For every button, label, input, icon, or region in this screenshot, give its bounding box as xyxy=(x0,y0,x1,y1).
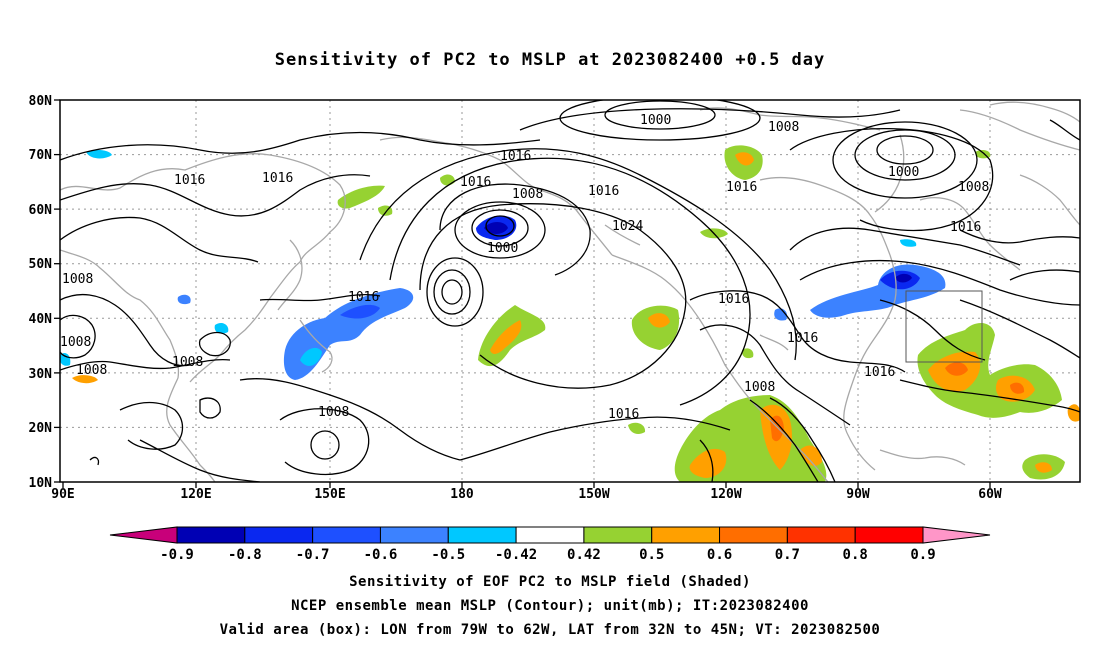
contour-label: 1016 xyxy=(460,175,491,190)
lon-tick-label: 90E xyxy=(51,487,74,502)
colorbar: -0.9 -0.8 -0.7 -0.6 -0.5 -0.42 0.42 0.5 0.6 0.7 0.… xyxy=(109,526,991,563)
lon-tick-label: 150E xyxy=(314,487,345,502)
colorbar-label: -0.7 xyxy=(296,547,330,563)
contour-label: 1016 xyxy=(950,220,981,235)
contour-label: 1000 xyxy=(888,165,919,180)
contour-label: 1008 xyxy=(744,380,775,395)
contour-label: 1008 xyxy=(512,187,543,202)
lat-tick-label: 60N xyxy=(29,203,53,218)
contour-label: 1008 xyxy=(318,405,349,420)
lat-tick-label: 70N xyxy=(29,148,53,163)
chart-title: Sensitivity of PC2 to MSLP at 2023082400… xyxy=(274,50,826,70)
valid-area-box xyxy=(905,290,983,363)
colorbar-end-left xyxy=(109,526,178,544)
contour-labels: 1000 1008 1016 1016 1016 1008 1016 1000 … xyxy=(60,113,989,422)
colorbar-end-right xyxy=(922,526,991,544)
colorbar-swatch xyxy=(379,526,449,544)
mslp-contours xyxy=(60,100,1080,482)
colorbar-swatch xyxy=(854,526,924,544)
colorbar-label: -0.6 xyxy=(364,547,398,563)
colorbar-swatch xyxy=(651,526,721,544)
lat-tick-label: 50N xyxy=(29,257,53,272)
contour-label: 1000 xyxy=(640,113,671,128)
colorbar-swatch xyxy=(244,526,314,544)
contour-label: 1008 xyxy=(958,180,989,195)
colorbar-label: 0.9 xyxy=(910,547,935,563)
lat-tick-label: 40N xyxy=(29,312,53,327)
colorbar-swatch xyxy=(447,526,517,544)
contour-label: 1016 xyxy=(864,365,895,380)
contour-label: 1008 xyxy=(76,363,107,378)
footer-line-1: Sensitivity of EOF PC2 to MSLP field (Sh… xyxy=(349,574,751,590)
contour-label: 1016 xyxy=(726,180,757,195)
colorbar-swatch xyxy=(515,526,585,544)
coastlines xyxy=(60,101,1080,482)
lon-tick-label: 60W xyxy=(978,487,1002,502)
lat-tick-label: 10N xyxy=(29,476,53,491)
footer-line-2: NCEP ensemble mean MSLP (Contour); unit(… xyxy=(291,598,809,614)
contour-label: 1016 xyxy=(588,184,619,199)
lon-tick-label: 180 xyxy=(450,487,474,502)
colorbar-label: -0.8 xyxy=(228,547,262,563)
map-frame xyxy=(59,99,1081,483)
contour-label: 1016 xyxy=(787,331,818,346)
contour-label: 1008 xyxy=(172,355,203,370)
contour-label: 1016 xyxy=(718,292,749,307)
contour-label: 1016 xyxy=(500,149,531,164)
lat-axis-labels: 80N 70N 60N 50N 40N 30N 20N 10N xyxy=(29,94,53,491)
colorbar-label: 0.42 xyxy=(567,547,601,563)
contour-label: 1016 xyxy=(262,171,293,186)
lon-tick-label: 120W xyxy=(710,487,741,502)
colorbar-label: -0.5 xyxy=(431,547,465,563)
lon-axis-labels: 90E 120E 150E 180 150W 120W 90W 60W xyxy=(51,487,1002,502)
colorbar-label: -0.9 xyxy=(160,547,194,563)
contour-label: 1008 xyxy=(60,335,91,350)
contour-label: 1008 xyxy=(62,272,93,287)
footer-line-3: Valid area (box): LON from 79W to 62W, L… xyxy=(219,622,881,638)
colorbar-swatch xyxy=(583,526,653,544)
lat-tick-label: 20N xyxy=(29,421,53,436)
colorbar-label: -0.42 xyxy=(495,547,537,563)
colorbar-label: 0.5 xyxy=(639,547,664,563)
shaded-sensitivity xyxy=(60,145,1080,482)
colorbar-label: 0.6 xyxy=(707,547,732,563)
contour-label: 1008 xyxy=(768,120,799,135)
colorbar-swatch xyxy=(719,526,788,544)
contour-label: 1000 xyxy=(487,241,518,256)
contour-label: 1016 xyxy=(348,290,379,305)
lon-tick-label: 120E xyxy=(180,487,211,502)
contour-label: 1016 xyxy=(174,173,205,188)
colorbar-label: 0.8 xyxy=(843,547,868,563)
lon-tick-label: 150W xyxy=(578,487,609,502)
colorbar-label: 0.7 xyxy=(775,547,800,563)
colorbar-swatch xyxy=(176,526,246,544)
colorbar-swatch xyxy=(786,526,856,544)
colorbar-swatch xyxy=(312,526,381,544)
axis-ticks xyxy=(54,99,991,488)
contour-label: 1024 xyxy=(612,219,643,234)
lat-tick-label: 30N xyxy=(29,367,53,382)
lon-tick-label: 90W xyxy=(846,487,870,502)
contour-label: 1016 xyxy=(608,407,639,422)
lat-tick-label: 80N xyxy=(29,94,53,109)
